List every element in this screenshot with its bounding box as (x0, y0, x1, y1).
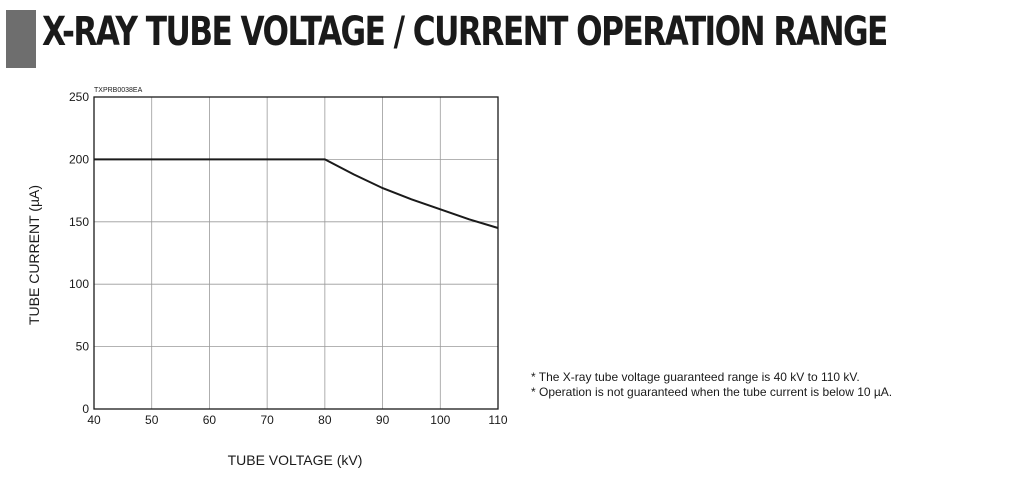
y-tick-label: 200 (69, 152, 89, 166)
y-tick-label: 100 (69, 277, 89, 291)
y-axis-ticks: 0 50 100 150 200 250 (69, 90, 89, 416)
x-axis-ticks: 40 50 60 70 80 90 100 110 (87, 413, 508, 427)
page-title: X-RAY TUBE VOLTAGE / CURRENT OPERATION R… (42, 9, 888, 55)
x-tick-label: 60 (203, 413, 217, 427)
title-accent-bar (6, 10, 36, 68)
y-tick-label: 0 (82, 402, 89, 416)
x-tick-label: 110 (488, 413, 507, 427)
x-tick-label: 100 (430, 413, 450, 427)
x-axis-label: TUBE VOLTAGE (kV) (228, 452, 363, 468)
chart-grid (94, 97, 498, 409)
series-line (94, 158, 499, 229)
note-voltage-range: * The X-ray tube voltage guaranteed rang… (531, 370, 860, 384)
x-tick-label: 70 (260, 413, 274, 427)
y-axis-label: TUBE CURRENT (µA) (26, 185, 42, 325)
y-tick-label: 250 (69, 90, 89, 104)
plot-frame (93, 96, 499, 410)
y-tick-label: 50 (76, 340, 90, 354)
note-current-minimum: * Operation is not guaranteed when the t… (531, 385, 893, 399)
x-tick-label: 40 (87, 413, 101, 427)
x-tick-label: 90 (376, 413, 390, 427)
chart-code-label: TXPRB0038EA (94, 87, 143, 94)
x-tick-label: 50 (145, 413, 159, 427)
notes: * The X-ray tube voltage guaranteed rang… (531, 370, 892, 400)
x-tick-label: 80 (318, 413, 332, 427)
y-tick-label: 150 (69, 215, 89, 229)
